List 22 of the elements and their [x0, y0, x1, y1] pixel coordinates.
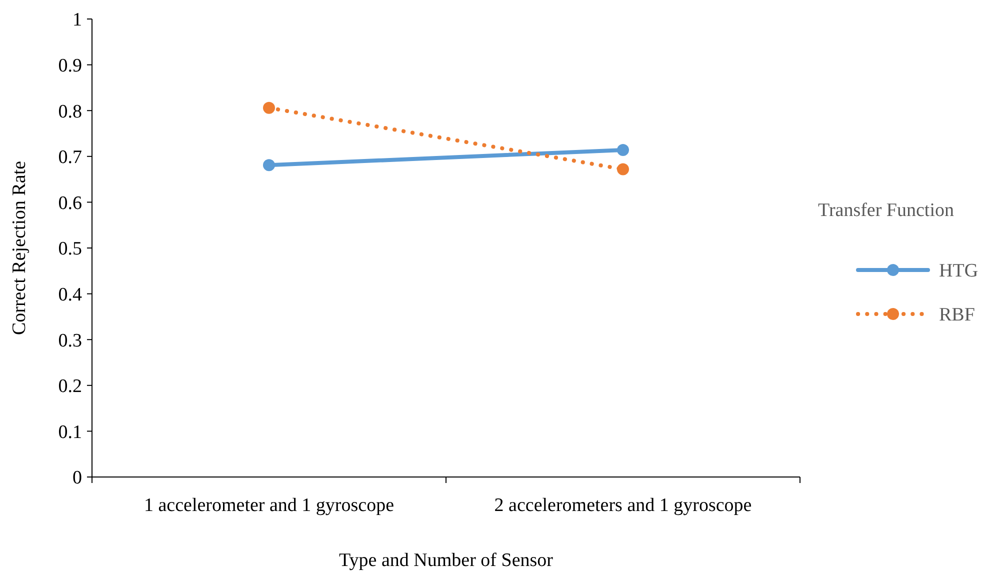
x-tick-label: 1 accelerometer and 1 gyroscope	[144, 495, 394, 516]
y-tick-label: 1	[72, 10, 82, 31]
legend-label: HTG	[939, 260, 978, 282]
y-axis-title: Correct Rejection Rate	[9, 160, 30, 336]
x-axis-title: Type and Number of Sensor	[339, 550, 554, 571]
point	[617, 163, 629, 176]
y-tick-label: 0.1	[58, 422, 82, 443]
y-tick-label: 0.7	[58, 147, 82, 168]
point	[617, 144, 629, 156]
point	[263, 159, 275, 172]
y-tick-label: 0.2	[58, 376, 82, 398]
y-tick-label: 0.4	[58, 284, 82, 306]
y-tick-label: 0	[72, 468, 82, 489]
legend-label: RBF	[939, 304, 975, 326]
x-tick-label: 2 accelerometers and 1 gyroscope	[494, 495, 752, 516]
y-tick-label: 0.8	[58, 101, 82, 122]
y-tick-label: 0.5	[58, 238, 82, 260]
y-tick-label: 0.6	[58, 192, 82, 214]
y-tick-label: 0.9	[58, 55, 82, 76]
point	[263, 102, 275, 114]
y-tick-label: 0.3	[58, 330, 82, 352]
legend-title: Transfer Function	[818, 200, 954, 221]
